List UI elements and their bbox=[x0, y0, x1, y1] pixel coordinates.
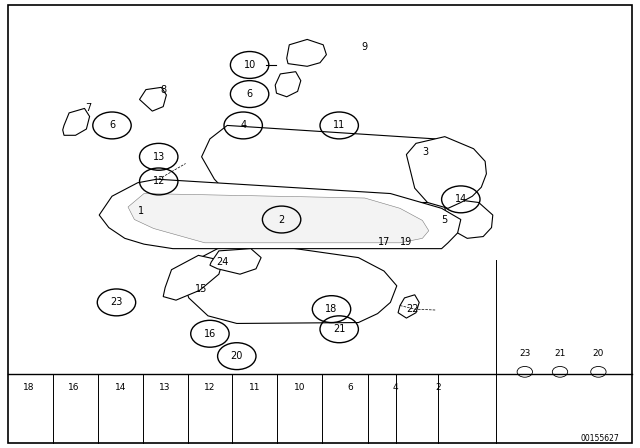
Text: 12: 12 bbox=[152, 177, 165, 186]
Polygon shape bbox=[128, 194, 429, 243]
Text: 7: 7 bbox=[85, 103, 92, 112]
Text: 19: 19 bbox=[400, 237, 413, 247]
Text: 5: 5 bbox=[442, 215, 448, 224]
Text: 2: 2 bbox=[436, 383, 441, 392]
Text: 18: 18 bbox=[23, 383, 35, 392]
Polygon shape bbox=[182, 241, 397, 323]
Text: 21: 21 bbox=[333, 324, 346, 334]
Text: 13: 13 bbox=[152, 152, 165, 162]
Polygon shape bbox=[140, 87, 166, 111]
Text: 4: 4 bbox=[240, 121, 246, 130]
Text: 12: 12 bbox=[204, 383, 216, 392]
Text: 21: 21 bbox=[554, 349, 566, 358]
Text: 6: 6 bbox=[246, 89, 253, 99]
Text: 14: 14 bbox=[454, 194, 467, 204]
Text: 10: 10 bbox=[294, 383, 305, 392]
Text: 00155627: 00155627 bbox=[580, 434, 620, 443]
Text: 23: 23 bbox=[110, 297, 123, 307]
Text: 24: 24 bbox=[216, 257, 229, 267]
Text: 6: 6 bbox=[109, 121, 115, 130]
Polygon shape bbox=[210, 249, 261, 274]
Text: 22: 22 bbox=[406, 304, 419, 314]
Polygon shape bbox=[202, 125, 485, 202]
Polygon shape bbox=[406, 137, 486, 208]
Text: 20: 20 bbox=[593, 349, 604, 358]
Text: 1: 1 bbox=[138, 206, 144, 215]
Text: 11: 11 bbox=[333, 121, 346, 130]
Text: 3: 3 bbox=[422, 147, 429, 157]
Text: 11: 11 bbox=[249, 383, 260, 392]
Text: 13: 13 bbox=[159, 383, 171, 392]
Text: 6: 6 bbox=[348, 383, 353, 392]
Text: 16: 16 bbox=[68, 383, 79, 392]
Polygon shape bbox=[275, 72, 301, 97]
Text: 4: 4 bbox=[393, 383, 398, 392]
Text: 9: 9 bbox=[362, 42, 368, 52]
Text: 2: 2 bbox=[278, 215, 285, 224]
Text: 23: 23 bbox=[519, 349, 531, 358]
Polygon shape bbox=[99, 179, 461, 249]
Text: 18: 18 bbox=[325, 304, 338, 314]
Text: 10: 10 bbox=[243, 60, 256, 70]
Text: 14: 14 bbox=[115, 383, 126, 392]
Text: 16: 16 bbox=[204, 329, 216, 339]
Polygon shape bbox=[445, 199, 493, 238]
Polygon shape bbox=[398, 295, 419, 318]
Text: 17: 17 bbox=[378, 237, 390, 247]
Polygon shape bbox=[163, 255, 223, 300]
Text: 8: 8 bbox=[160, 85, 166, 95]
Text: 15: 15 bbox=[195, 284, 208, 294]
Text: 20: 20 bbox=[230, 351, 243, 361]
Polygon shape bbox=[287, 39, 326, 66]
Polygon shape bbox=[63, 108, 90, 135]
